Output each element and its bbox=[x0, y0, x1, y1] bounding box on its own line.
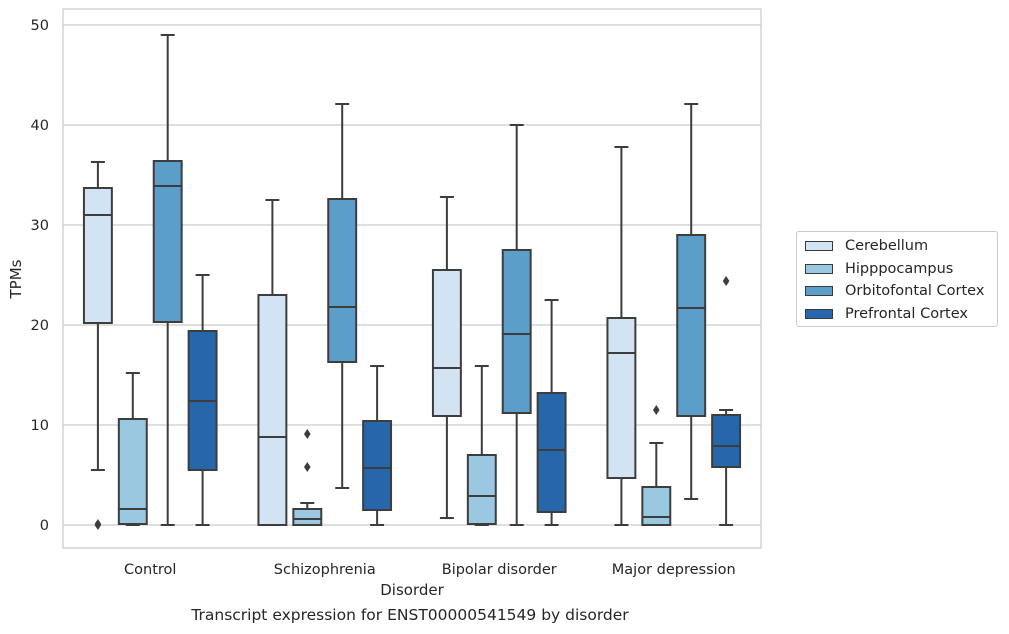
legend-label: Orbitofontal Cortex bbox=[845, 283, 985, 300]
box-body bbox=[362, 420, 393, 511]
box-cerebellum bbox=[606, 146, 637, 526]
legend-item: Prefrontal Cortex bbox=[805, 303, 997, 326]
box-body bbox=[711, 414, 742, 468]
y-tick-label: 50 bbox=[31, 18, 49, 34]
boxes bbox=[82, 34, 742, 530]
box-hipppocampus bbox=[117, 372, 148, 526]
box-body bbox=[292, 508, 323, 526]
y-tick-label: 0 bbox=[40, 518, 49, 534]
box-orbitofontal-cortex bbox=[676, 103, 707, 500]
box-hipppocampus bbox=[466, 365, 497, 526]
x-tick-label: Control bbox=[124, 562, 176, 578]
x-tick-label: Bipolar disorder bbox=[442, 562, 557, 578]
box-orbitofontal-cortex bbox=[501, 124, 532, 526]
figure-caption: Transcript expression for ENST0000054154… bbox=[191, 606, 629, 624]
box-prefrontal-cortex bbox=[187, 274, 218, 526]
box-body bbox=[257, 294, 288, 526]
legend-swatch bbox=[805, 263, 833, 274]
box-prefrontal-cortex bbox=[711, 276, 742, 526]
y-tick-labels: 0 10 20 30 40 50 bbox=[31, 18, 49, 534]
box-body bbox=[501, 249, 532, 414]
box-cerebellum bbox=[257, 199, 288, 526]
box-body bbox=[606, 317, 637, 479]
legend-swatch bbox=[805, 286, 833, 297]
outlier-point bbox=[94, 519, 102, 529]
legend-label: Hipppocampus bbox=[845, 260, 954, 277]
outlier-point bbox=[722, 276, 730, 286]
y-tick-label: 40 bbox=[31, 118, 49, 134]
legend-item: Cerebellum bbox=[805, 235, 997, 258]
outlier-point bbox=[653, 405, 660, 415]
box-cerebellum bbox=[431, 196, 462, 519]
legend-swatch bbox=[805, 241, 833, 252]
box-body bbox=[82, 187, 113, 324]
outlier-point bbox=[304, 462, 311, 472]
box-prefrontal-cortex bbox=[362, 365, 393, 526]
y-tick-label: 10 bbox=[31, 418, 49, 434]
box-body bbox=[431, 269, 462, 417]
box-orbitofontal-cortex bbox=[327, 103, 358, 489]
y-tick-label: 20 bbox=[31, 318, 49, 334]
box-cerebellum bbox=[82, 161, 113, 530]
outlier-point bbox=[304, 429, 311, 439]
y-axis-label: TPMs bbox=[7, 259, 25, 299]
legend-item: Hipppocampus bbox=[805, 258, 997, 281]
box-body bbox=[536, 392, 567, 513]
box-body bbox=[676, 234, 707, 417]
box-body bbox=[152, 160, 183, 323]
box-body bbox=[466, 454, 497, 525]
x-tick-label: Schizophrenia bbox=[274, 562, 376, 578]
box-body bbox=[641, 486, 672, 526]
legend: Cerebellum Hipppocampus Orbitofontal Corte… bbox=[796, 231, 998, 327]
x-tick-labels: Control Schizophrenia Bipolar disorder Majo… bbox=[124, 562, 736, 578]
legend-label: Prefrontal Cortex bbox=[845, 305, 968, 322]
x-axis-label: Disorder bbox=[380, 581, 444, 599]
box-body bbox=[117, 418, 148, 525]
box-hipppocampus bbox=[292, 429, 323, 526]
box-prefrontal-cortex bbox=[536, 299, 567, 526]
legend-label: Cerebellum bbox=[845, 238, 929, 255]
legend-item: Orbitofontal Cortex bbox=[805, 280, 997, 303]
legend-swatch bbox=[805, 308, 833, 319]
y-tick-label: 30 bbox=[31, 218, 49, 234]
box-orbitofontal-cortex bbox=[152, 34, 183, 526]
x-tick-label: Major depression bbox=[612, 562, 736, 578]
box-hipppocampus bbox=[641, 405, 672, 526]
box-body bbox=[327, 198, 358, 363]
